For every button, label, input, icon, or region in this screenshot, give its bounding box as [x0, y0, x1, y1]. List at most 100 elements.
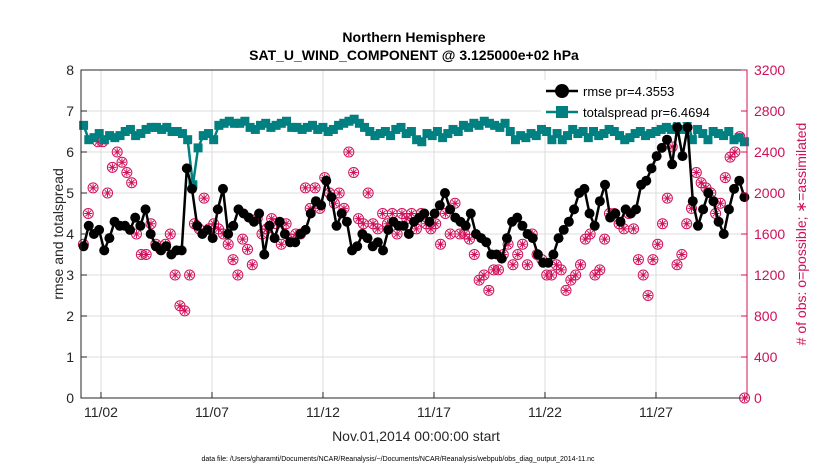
totalspread-point: [729, 135, 739, 145]
y-tick-label: 8: [66, 62, 74, 78]
obs-possible-circle: [222, 238, 234, 250]
obs-marker: [729, 146, 741, 158]
totalspread-point: [479, 116, 489, 126]
rmse-point: [326, 192, 337, 203]
obs-marker: [198, 192, 210, 204]
obs-assimilated-asterisk: [166, 230, 175, 238]
totalspread-point: [739, 137, 749, 147]
rmse-point: [362, 233, 373, 244]
obs-assimilated-asterisk: [118, 158, 126, 167]
obs-assimilated-asterisk: [518, 240, 527, 249]
totalspread-point: [370, 131, 380, 141]
obs-possible-circle: [555, 264, 567, 276]
totalspread-point: [396, 122, 406, 132]
obs-assimilated-asterisk: [653, 240, 662, 249]
obs-assimilated-asterisk: [629, 224, 638, 233]
totalspread-point: [432, 127, 442, 136]
totalspread-point: [635, 127, 645, 136]
obs-possible-circle: [628, 223, 640, 235]
obs-assimilated-asterisk: [180, 306, 189, 315]
obs-possible-circle: [169, 269, 181, 281]
totalspread-point: [438, 133, 448, 143]
obs-marker: [87, 182, 99, 194]
obs-assimilated-asterisk: [441, 209, 450, 218]
totalspread-point: [360, 122, 370, 132]
legend-rmse-marker: [555, 84, 569, 98]
totalspread-point: [386, 131, 396, 141]
rmse-point: [78, 241, 89, 252]
totalspread-point: [536, 124, 546, 134]
totalspread-point: [229, 118, 239, 128]
totalspread-point: [734, 133, 744, 143]
axis-layer: 0 1 2 3 4 5 6 7 8 11/02 11/07 11/12 11/17 11/22 11/27 0…: [66, 62, 785, 420]
totalspread-point: [297, 124, 307, 134]
totalspread-point: [427, 131, 437, 141]
legend-totalspread-marker: [556, 106, 568, 118]
rmse-point: [651, 151, 662, 162]
rmse-point: [496, 253, 507, 264]
totalspread-point: [526, 129, 536, 139]
obs-assimilated-asterisk: [369, 219, 377, 228]
rmse-point: [667, 159, 678, 170]
obs-marker: [299, 182, 311, 194]
rmse-point: [403, 229, 414, 239]
obs-possible-circle: [647, 254, 659, 266]
totalspread-point: [500, 118, 510, 128]
rmse-point: [543, 257, 554, 268]
y-tick-label: 6: [66, 144, 74, 160]
obs-assimilated-asterisk: [306, 204, 315, 213]
rmse-point: [563, 216, 574, 227]
totalspread-point: [693, 124, 703, 134]
obs-possible-circle: [246, 259, 258, 271]
obs-marker: [517, 238, 529, 250]
obs-assimilated-asterisk: [692, 168, 701, 177]
obs-assimilated-asterisk: [238, 235, 247, 244]
obs-marker: [570, 269, 582, 281]
y-tick-label: 1: [66, 349, 74, 365]
y2-tick-label: 400: [754, 349, 778, 365]
obs-possible-circle: [637, 269, 649, 281]
obs-assimilated-asterisk: [103, 189, 112, 197]
rmse-point: [465, 208, 476, 219]
obs-assimilated-asterisk: [591, 271, 599, 279]
rmse-point: [517, 220, 528, 231]
rmse-point: [434, 200, 445, 211]
obs-assimilated-asterisk: [277, 240, 286, 249]
obs-possible-circle: [372, 223, 384, 235]
obs-marker: [478, 269, 490, 281]
obs-marker: [661, 192, 673, 204]
rmse-point: [424, 216, 435, 227]
obs-marker: [632, 254, 644, 266]
rmse-point: [548, 249, 559, 260]
obs-marker: [343, 146, 355, 158]
obs-possible-circle: [676, 249, 688, 260]
rmse-point: [729, 183, 740, 194]
obs-assimilated-asterisk: [721, 173, 730, 182]
totalspread-point: [198, 131, 208, 141]
totalspread-point: [141, 124, 151, 134]
obs-assimilated-asterisk: [682, 219, 691, 228]
obs-possible-circle: [652, 238, 664, 250]
rmse-point: [202, 224, 213, 235]
totalspread-point: [125, 124, 135, 134]
chart-title: Northern Hemisphere: [342, 29, 485, 45]
obs-marker: [309, 182, 321, 194]
totalspread-point: [224, 116, 234, 126]
obs-assimilated-asterisk: [619, 224, 628, 233]
totalspread-point: [557, 135, 567, 145]
obs-marker: [357, 218, 369, 230]
obs-assimilated-asterisk: [668, 142, 677, 151]
rmse-point: [94, 224, 105, 235]
obs-assimilated-asterisk: [229, 255, 237, 264]
rmse-point: [672, 122, 683, 133]
legend-box: [541, 80, 741, 122]
y-tick-label: 7: [66, 103, 74, 119]
obs-assimilated-asterisk: [354, 214, 363, 223]
obs-possible-circle: [237, 233, 249, 245]
obs-assimilated-asterisk: [359, 219, 368, 228]
obs-possible-circle: [126, 177, 138, 189]
y-tick-label: 4: [66, 226, 74, 242]
obs-possible-circle: [106, 161, 118, 173]
rmse-point: [228, 220, 239, 231]
obs-possible-circle: [517, 238, 529, 250]
